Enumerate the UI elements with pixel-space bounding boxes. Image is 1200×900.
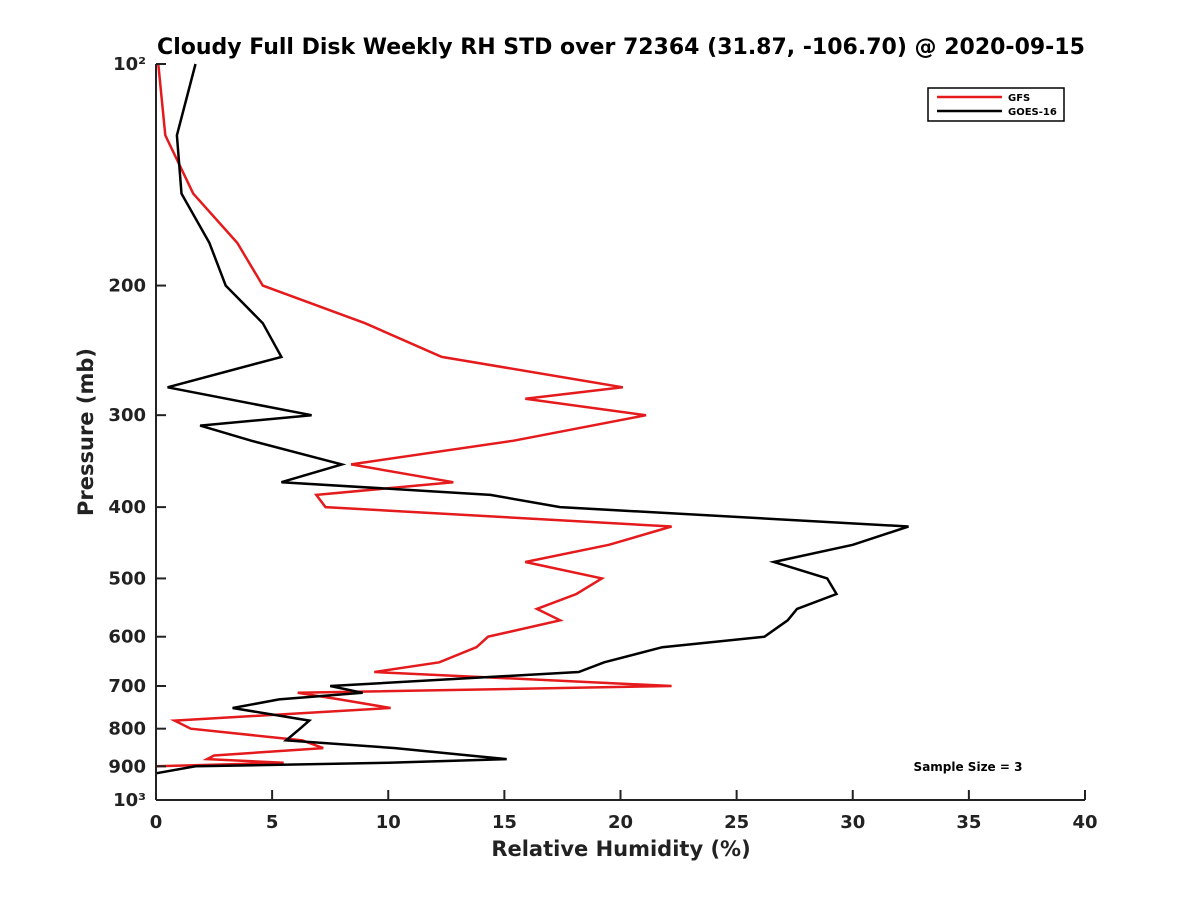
legend-label-goes-16: GOES-16 (1008, 107, 1057, 118)
y-tick-label: 500 (108, 568, 146, 589)
y-tick-label: 400 (108, 497, 146, 518)
plot-area: 0 5 10 15 20 25 30 35 40 10² 200 300 400 500 600 700 80… (108, 54, 1097, 833)
y-tick-label: 600 (108, 627, 146, 648)
legend-label-gfs: GFS (1008, 93, 1030, 104)
y-tick-label: 700 (108, 676, 146, 697)
series-line-goes-16 (155, 63, 909, 775)
y-tick-label: 10³ (113, 790, 146, 811)
x-ticks: 0 5 10 15 20 25 30 35 40 (150, 790, 1098, 833)
y-axis-label: Pressure (mb) (74, 348, 98, 516)
y-ticks: 10² 200 300 400 500 600 700 800 900 10³ (108, 54, 166, 811)
y-tick-label: 800 (108, 719, 146, 740)
x-tick-label: 5 (266, 812, 279, 833)
series-line-gfs (155, 63, 672, 768)
x-tick-label: 25 (724, 812, 749, 833)
series-layer (155, 63, 909, 775)
x-tick-label: 10 (376, 812, 401, 833)
y-tick-label: 10² (113, 54, 146, 75)
sample-size-annotation: Sample Size = 3 (914, 760, 1023, 774)
y-tick-label: 900 (108, 756, 146, 777)
x-tick-label: 15 (492, 812, 517, 833)
x-tick-label: 35 (956, 812, 981, 833)
y-tick-label: 200 (108, 276, 146, 297)
y-tick-label: 300 (108, 405, 146, 426)
x-tick-label: 40 (1072, 812, 1097, 833)
legend: GFS GOES-16 (927, 87, 1065, 122)
legend-box (927, 87, 1065, 122)
chart-title: Cloudy Full Disk Weekly RH STD over 7236… (157, 35, 1085, 60)
x-tick-label: 0 (150, 812, 163, 833)
x-axis-label: Relative Humidity (%) (491, 837, 750, 861)
x-tick-label: 30 (840, 812, 865, 833)
x-tick-label: 20 (608, 812, 633, 833)
